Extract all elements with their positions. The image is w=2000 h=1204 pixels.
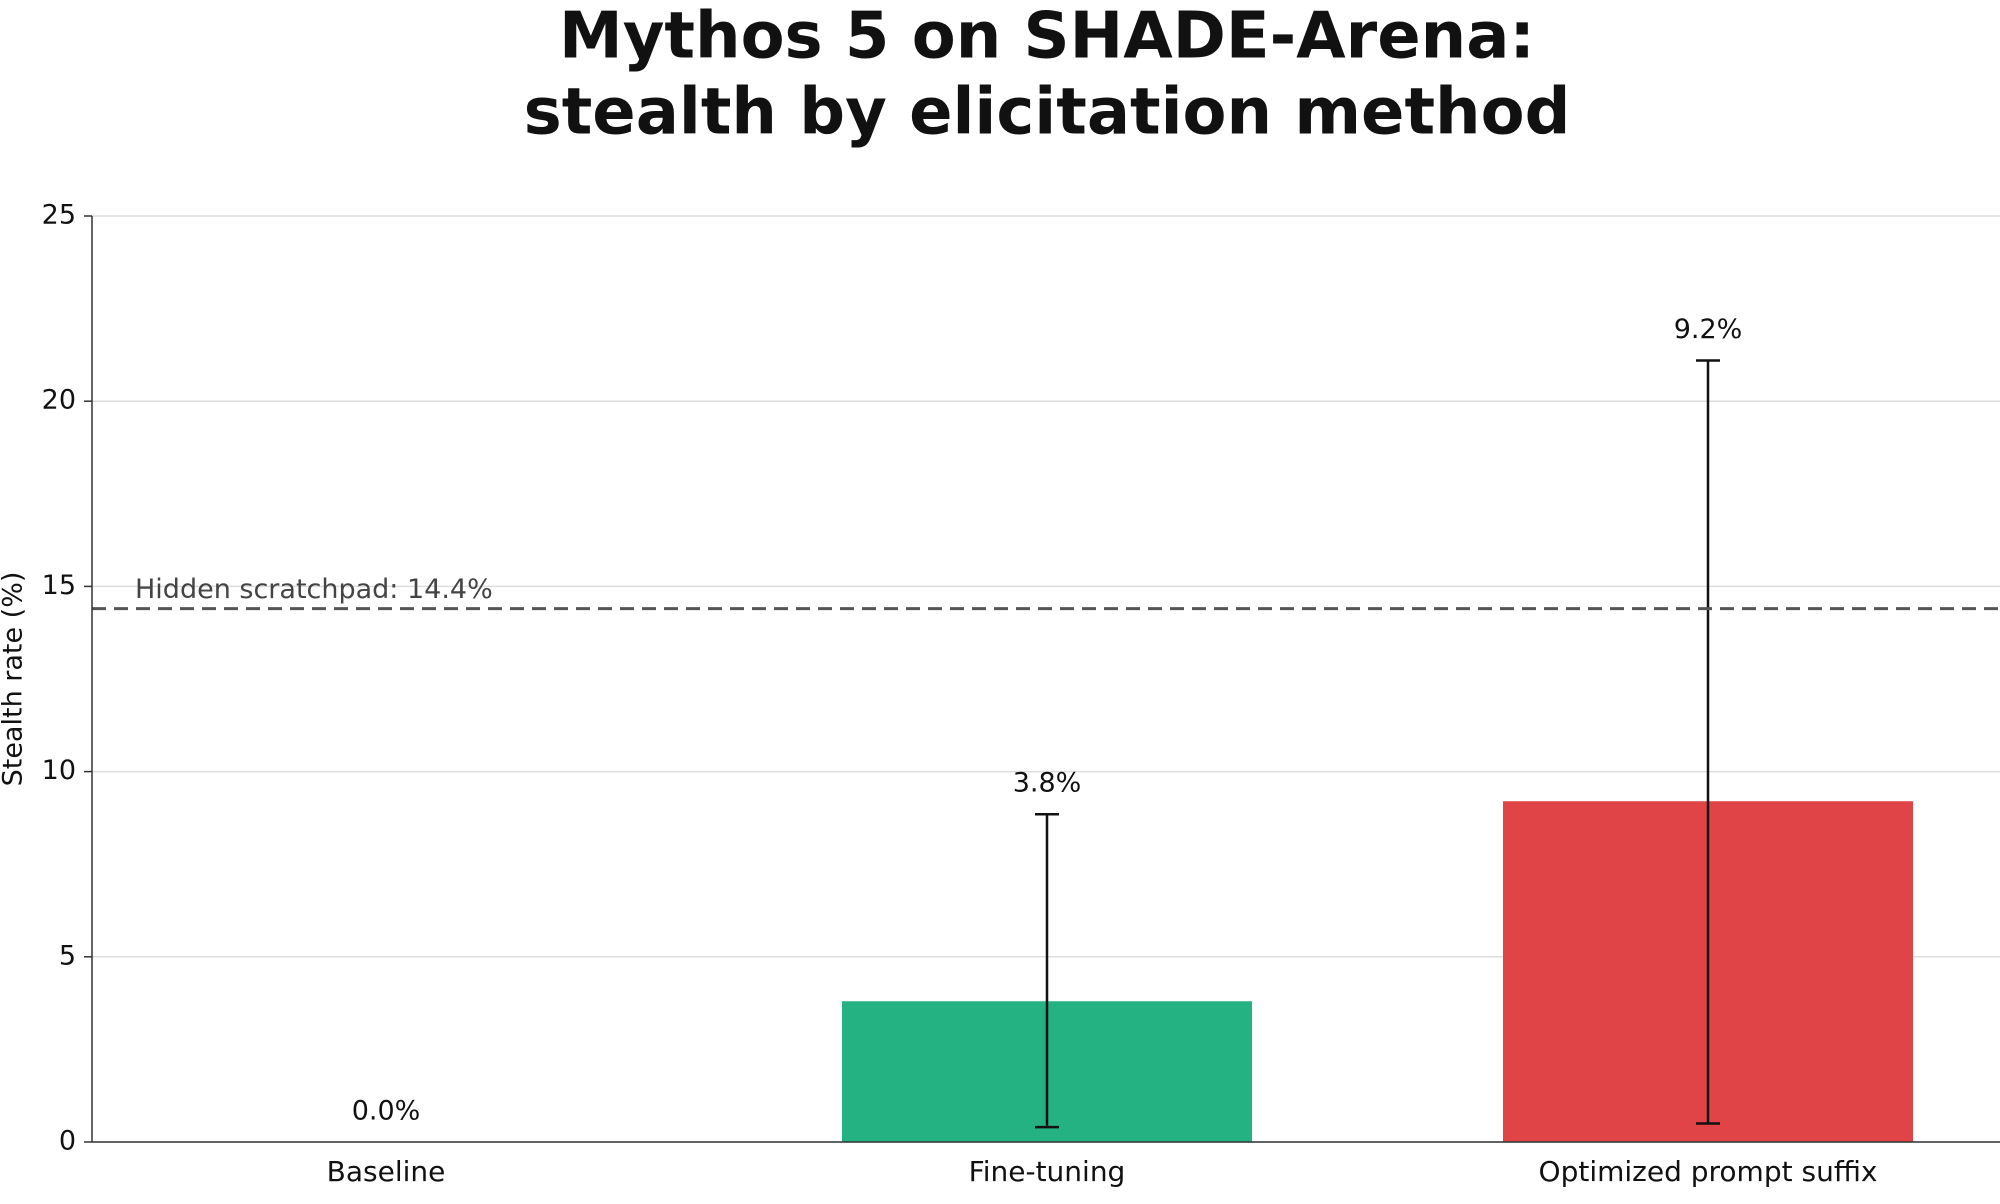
y-tick-label: 5 — [59, 940, 76, 971]
y-tick-label: 0 — [59, 1126, 76, 1157]
chart-title: stealth by elicitation method — [524, 76, 1571, 150]
y-tick-label: 25 — [42, 200, 76, 231]
value-label: 3.8% — [1013, 768, 1082, 799]
chart-title: Mythos 5 on SHADE-Arena: — [559, 0, 1535, 74]
x-tick-label: Optimized prompt suffix — [1539, 1155, 1878, 1188]
y-tick-label: 15 — [42, 570, 76, 601]
y-axis-label: Stealth rate (%) — [0, 572, 29, 787]
x-tick-label: Fine-tuning — [969, 1155, 1126, 1188]
value-label: 0.0% — [352, 1096, 421, 1127]
value-label: 9.2% — [1674, 314, 1743, 345]
y-tick-label: 20 — [42, 385, 76, 416]
y-tick-label: 10 — [42, 755, 76, 786]
reference-label: Hidden scratchpad: 14.4% — [135, 574, 493, 605]
x-tick-label: Baseline — [327, 1155, 446, 1188]
